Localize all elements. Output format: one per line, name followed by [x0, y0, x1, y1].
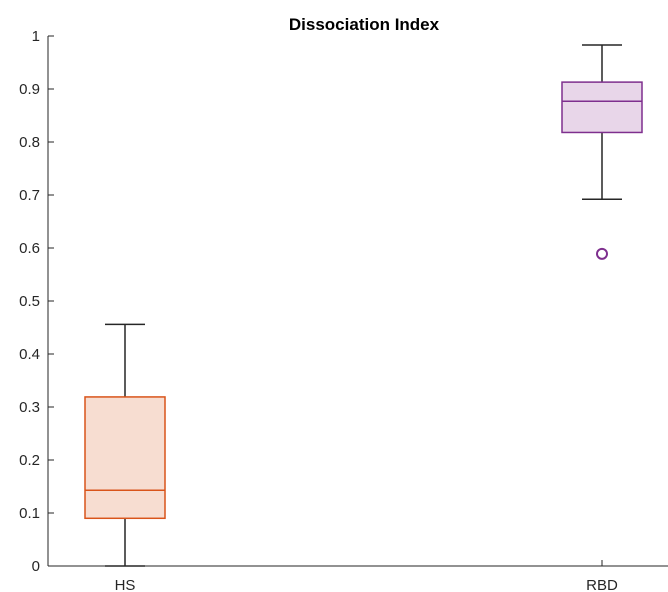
y-tick-label: 0.6 — [19, 240, 40, 257]
y-tick-label: 0.5 — [19, 293, 40, 310]
y-tick-label: 0.1 — [19, 505, 40, 522]
box-rbd — [561, 44, 643, 260]
y-tick-label: 0.9 — [19, 81, 40, 98]
box-hs — [84, 323, 166, 567]
iqr-box — [561, 81, 643, 134]
y-tick-label: 0.2 — [19, 452, 40, 469]
outlier-point — [596, 247, 608, 260]
y-tick-label: 0.7 — [19, 187, 40, 204]
chart-title: Dissociation Index — [289, 15, 440, 34]
y-tick-label: 0.3 — [19, 399, 40, 416]
iqr-box — [84, 396, 166, 520]
y-tick-label: 0 — [32, 558, 40, 575]
axes: 0 0.1 0.2 0.3 0.4 0.5 0.6 0.7 0.8 0.9 1 HS RBD — [19, 28, 668, 592]
x-tick-label-hs: HS — [115, 577, 136, 592]
y-tick-label: 1 — [32, 28, 40, 45]
boxes — [84, 44, 643, 567]
y-tick-label: 0.4 — [19, 346, 40, 363]
x-tick-label-rbd: RBD — [586, 577, 618, 592]
y-tick-label: 0.8 — [19, 134, 40, 151]
